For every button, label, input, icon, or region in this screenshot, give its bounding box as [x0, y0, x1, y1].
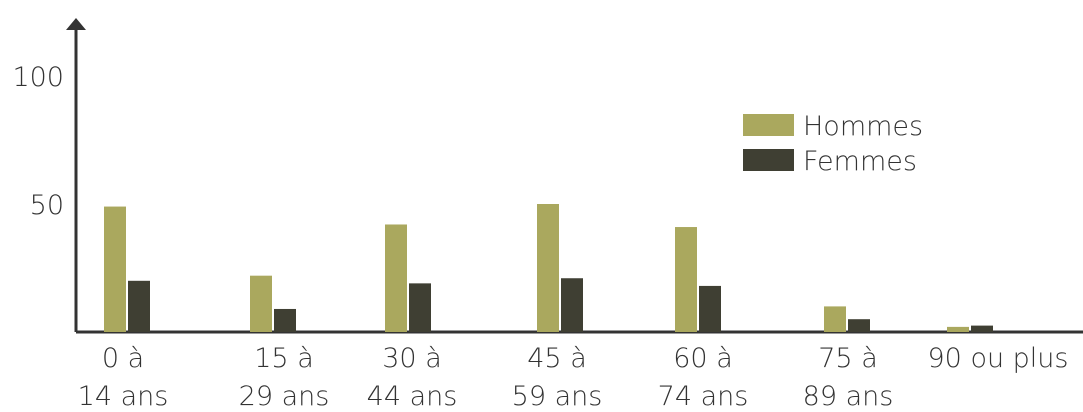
y-tick-label: 100 [12, 62, 64, 93]
legend-swatch-femmes [743, 149, 794, 171]
y-axis-labels: 50 100 [12, 62, 64, 221]
x-tick-label: 89 ans [803, 381, 894, 412]
x-axis-labels: 0 à 14 ans 15 à 29 ans 30 à 44 ans 45 à 59 ans 6… [78, 343, 1069, 412]
y-axis-arrow-icon [66, 18, 86, 30]
x-tick-label: 90 ou plus [928, 343, 1069, 374]
bar-hommes-4 [675, 227, 697, 332]
x-tick-label: 45 à [527, 343, 586, 374]
bar-femmes-6 [971, 325, 993, 332]
x-tick-label: 44 ans [367, 381, 458, 412]
bar-femmes-3 [561, 278, 583, 332]
x-tick-label: 59 ans [512, 381, 603, 412]
x-tick-label: 75 à [818, 343, 877, 374]
x-tick-label: 0 à [102, 343, 144, 374]
legend-label-hommes: Hommes [803, 111, 923, 142]
chart-bars [104, 204, 993, 332]
bar-hommes-1 [250, 275, 272, 332]
y-tick-label: 50 [30, 190, 64, 221]
legend-swatch-hommes [743, 114, 794, 136]
bar-femmes-0 [128, 280, 150, 332]
bar-femmes-1 [274, 308, 296, 332]
chart-legend: Hommes Femmes [743, 111, 923, 177]
x-tick-label: 15 à [254, 343, 313, 374]
x-tick-label: 60 à [673, 343, 732, 374]
bar-femmes-2 [409, 283, 431, 332]
bar-hommes-5 [824, 306, 846, 332]
bar-hommes-3 [537, 204, 559, 332]
bar-hommes-2 [385, 224, 407, 332]
bar-hommes-6 [947, 326, 969, 332]
bar-femmes-4 [699, 285, 721, 332]
bar-hommes-0 [104, 206, 126, 332]
x-tick-label: 29 ans [239, 381, 330, 412]
x-tick-label: 30 à [382, 343, 441, 374]
x-tick-label: 74 ans [658, 381, 749, 412]
bar-femmes-5 [848, 319, 870, 332]
legend-label-femmes: Femmes [803, 146, 917, 177]
x-tick-label: 14 ans [78, 381, 169, 412]
